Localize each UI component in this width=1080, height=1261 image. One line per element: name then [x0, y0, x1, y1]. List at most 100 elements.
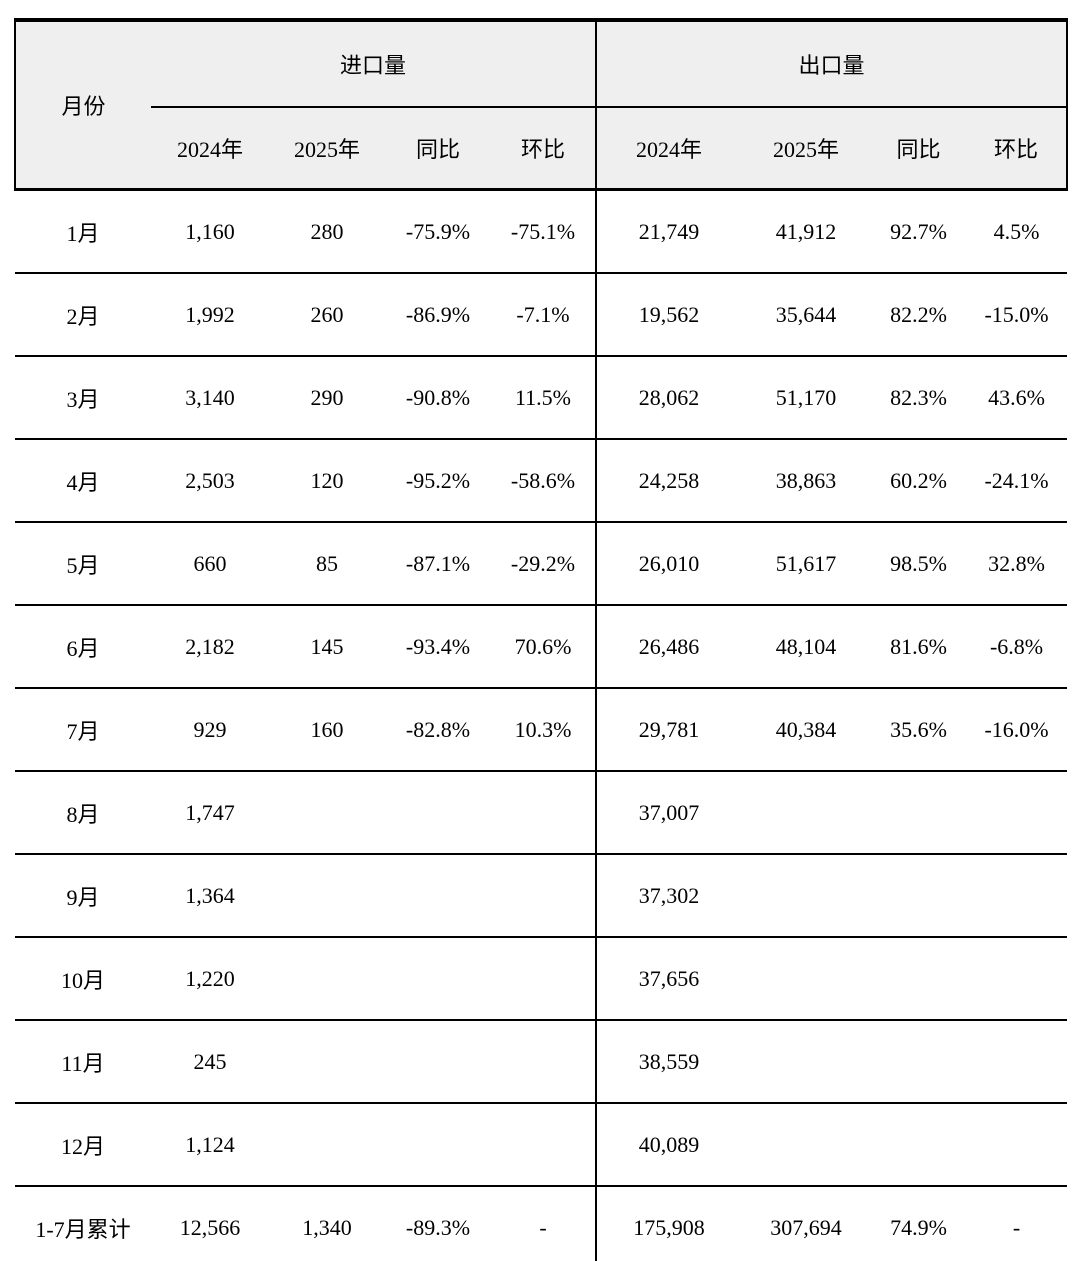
month-cell: 3月	[15, 355, 151, 439]
data-cell: -7.1%	[491, 272, 597, 356]
data-cell	[491, 1019, 597, 1103]
table-body: 1月 1,160 280 -75.9% -75.1% 21,749 41,912…	[15, 188, 1068, 1261]
data-cell: -24.1%	[966, 438, 1068, 522]
table-row-aug: 8月 1,747 37,007	[15, 770, 1068, 854]
data-cell: -93.4%	[385, 604, 491, 688]
data-cell: 2,503	[151, 438, 269, 522]
month-cell: 11月	[15, 1019, 151, 1103]
month-cell: 2月	[15, 272, 151, 356]
data-cell: 70.6%	[491, 604, 597, 688]
data-cell: 98.5%	[871, 521, 967, 605]
data-cell: 26,010	[595, 521, 742, 605]
data-cell: -6.8%	[966, 604, 1068, 688]
data-cell: 43.6%	[966, 355, 1068, 439]
col-header-import-yoy: 同比	[385, 107, 491, 191]
data-cell	[385, 770, 491, 854]
table-row-sep: 9月 1,364 37,302	[15, 853, 1068, 937]
data-cell: 82.2%	[871, 272, 967, 356]
data-cell: 21,749	[595, 188, 742, 273]
data-cell	[385, 1019, 491, 1103]
data-cell: -	[491, 1185, 597, 1261]
month-cell: 6月	[15, 604, 151, 688]
table-row-jun: 6月 2,182 145 -93.4% 70.6% 26,486 48,104 …	[15, 604, 1068, 688]
data-cell	[741, 853, 872, 937]
data-cell	[966, 853, 1068, 937]
data-cell: 24,258	[595, 438, 742, 522]
data-cell: 11.5%	[491, 355, 597, 439]
data-cell: 37,007	[595, 770, 742, 854]
data-cell: 38,863	[741, 438, 872, 522]
data-cell	[871, 936, 967, 1020]
data-cell: 1,160	[151, 188, 269, 273]
data-cell: 81.6%	[871, 604, 967, 688]
data-cell: -95.2%	[385, 438, 491, 522]
data-cell: 2,182	[151, 604, 269, 688]
table-row-apr: 4月 2,503 120 -95.2% -58.6% 24,258 38,863…	[15, 438, 1068, 522]
data-cell: -75.9%	[385, 188, 491, 273]
header-sub-row: 2024年 2025年 同比 环比 2024年 2025年 同比 环比	[15, 107, 1069, 191]
data-cell	[269, 936, 385, 1020]
data-cell: 40,384	[741, 687, 872, 771]
table-row-dec: 12月 1,124 40,089	[15, 1102, 1068, 1186]
data-cell: 280	[269, 188, 385, 273]
data-cell: -29.2%	[491, 521, 597, 605]
table-row-jul: 7月 929 160 -82.8% 10.3% 29,781 40,384 35…	[15, 687, 1068, 771]
data-cell: 145	[269, 604, 385, 688]
month-cell: 1月	[15, 188, 151, 273]
data-cell	[269, 1019, 385, 1103]
month-cell: 4月	[15, 438, 151, 522]
data-cell: 290	[269, 355, 385, 439]
data-cell: 85	[269, 521, 385, 605]
data-cell	[871, 853, 967, 937]
col-header-export-2025: 2025年	[741, 107, 872, 191]
table-row-jan: 1月 1,160 280 -75.9% -75.1% 21,749 41,912…	[15, 188, 1068, 273]
data-cell: 260	[269, 272, 385, 356]
month-cell: 12月	[15, 1102, 151, 1186]
data-cell: 1,364	[151, 853, 269, 937]
data-cell: 38,559	[595, 1019, 742, 1103]
data-cell	[741, 936, 872, 1020]
col-header-import-mom: 环比	[491, 107, 597, 191]
data-cell	[385, 1102, 491, 1186]
data-cell: 660	[151, 521, 269, 605]
data-cell: 175,908	[595, 1185, 742, 1261]
col-header-export-mom: 环比	[966, 107, 1069, 191]
table-row-mar: 3月 3,140 290 -90.8% 11.5% 28,062 51,170 …	[15, 355, 1068, 439]
data-cell: 51,170	[741, 355, 872, 439]
data-cell: 82.3%	[871, 355, 967, 439]
month-cell: 1-7月累计	[15, 1185, 151, 1261]
data-cell: 35,644	[741, 272, 872, 356]
data-cell	[966, 936, 1068, 1020]
table-row-may: 5月 660 85 -87.1% -29.2% 26,010 51,617 98…	[15, 521, 1068, 605]
data-cell: -82.8%	[385, 687, 491, 771]
month-cell: 7月	[15, 687, 151, 771]
table-header: 月份 进口量 出口量 2024年 2025年 同比 环比 2024年 2025年…	[14, 20, 1069, 191]
data-cell: -58.6%	[491, 438, 597, 522]
table-row-feb: 2月 1,992 260 -86.9% -7.1% 19,562 35,644 …	[15, 272, 1068, 356]
data-cell: 29,781	[595, 687, 742, 771]
data-cell: 26,486	[595, 604, 742, 688]
data-cell: 1,124	[151, 1102, 269, 1186]
data-cell	[491, 1102, 597, 1186]
data-cell: 74.9%	[871, 1185, 967, 1261]
col-header-import-2025: 2025年	[269, 107, 385, 191]
data-cell: 92.7%	[871, 188, 967, 273]
data-cell: -16.0%	[966, 687, 1068, 771]
month-cell: 8月	[15, 770, 151, 854]
data-cell	[491, 853, 597, 937]
data-cell	[385, 853, 491, 937]
data-cell: 60.2%	[871, 438, 967, 522]
data-cell: -87.1%	[385, 521, 491, 605]
data-cell: -89.3%	[385, 1185, 491, 1261]
data-cell: 1,340	[269, 1185, 385, 1261]
data-cell: 41,912	[741, 188, 872, 273]
col-group-import: 进口量	[151, 20, 597, 108]
header-group-row: 月份 进口量 出口量	[14, 20, 1069, 191]
data-cell: -	[966, 1185, 1068, 1261]
data-cell	[871, 1019, 967, 1103]
data-cell: -15.0%	[966, 272, 1068, 356]
data-cell: 1,992	[151, 272, 269, 356]
data-cell	[385, 936, 491, 1020]
data-cell	[269, 1102, 385, 1186]
